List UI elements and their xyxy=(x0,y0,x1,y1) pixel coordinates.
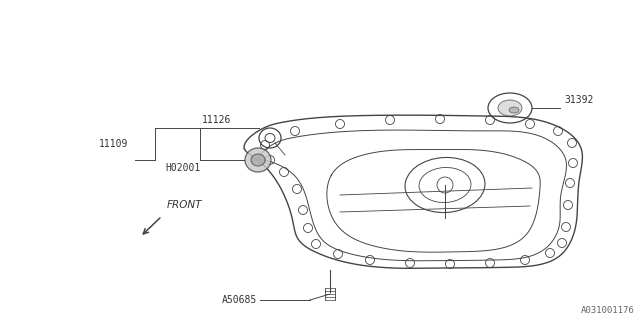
Text: H02001: H02001 xyxy=(165,163,200,173)
Text: A031001176: A031001176 xyxy=(581,306,635,315)
Ellipse shape xyxy=(251,154,265,166)
Text: A50685: A50685 xyxy=(221,295,257,305)
Text: 11126: 11126 xyxy=(202,115,232,125)
Text: FRONT: FRONT xyxy=(167,200,202,210)
Ellipse shape xyxy=(245,148,271,172)
Ellipse shape xyxy=(498,100,522,116)
Text: 31392: 31392 xyxy=(564,95,593,105)
Ellipse shape xyxy=(509,107,519,113)
Text: 11109: 11109 xyxy=(99,139,128,149)
